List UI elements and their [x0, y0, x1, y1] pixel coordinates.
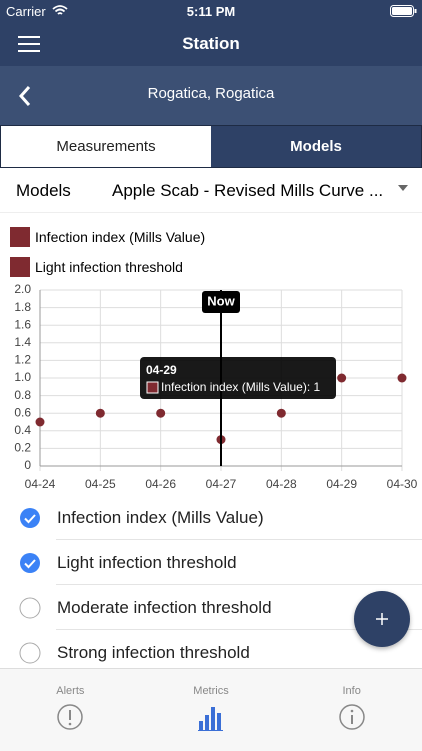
station-bar: Rogatica, Rogatica — [0, 66, 422, 125]
wifi-icon — [52, 5, 68, 15]
x-tick-label: 04-25 — [85, 477, 116, 491]
tooltip-title: 04-29 — [146, 363, 177, 377]
y-tick-label: 1.2 — [14, 353, 31, 367]
tab-label: Metrics — [193, 685, 229, 697]
now-badge — [202, 291, 240, 313]
nav-title: Station — [182, 34, 240, 53]
model-value: Apple Scab - Revised Mills Curve ... — [112, 181, 384, 200]
legend-item: Infection index (Mills Value) — [10, 222, 205, 252]
tab-icon — [338, 704, 365, 730]
checklist-label: Strong infection threshold — [57, 642, 250, 662]
tooltip-text: Infection index (Mills Value): 1 — [161, 380, 321, 394]
data-point — [337, 373, 347, 383]
time: 5:11 PM — [186, 4, 236, 19]
series-checklist: Infection index (Mills Value) Light infec… — [0, 495, 422, 675]
legend-swatch — [10, 257, 30, 277]
checkbox[interactable] — [19, 552, 41, 574]
checklist-label: Infection index (Mills Value) — [57, 507, 264, 527]
y-tick-label: 1.0 — [14, 370, 31, 384]
y-tick-label: 1.4 — [14, 335, 31, 349]
x-tick-label: 04-30 — [387, 477, 418, 491]
plus-icon — [376, 613, 388, 625]
checkbox[interactable] — [19, 642, 41, 664]
add-button[interactable] — [354, 591, 410, 647]
y-tick-label: 1.6 — [14, 317, 31, 331]
data-point — [35, 417, 45, 427]
checklist-row[interactable]: Infection index (Mills Value) — [0, 495, 422, 540]
x-tick-label: 04-24 — [25, 477, 56, 491]
x-tick-label: 04-28 — [266, 477, 297, 491]
data-point — [276, 408, 286, 418]
tab-label: Info — [342, 685, 361, 697]
y-tick-label: 0.8 — [14, 388, 31, 402]
checklist-row[interactable]: Light infection threshold — [0, 540, 422, 585]
y-tick-label: 0 — [24, 458, 31, 472]
x-tick-label: 04-26 — [145, 477, 176, 491]
checklist-label: Moderate infection threshold — [57, 597, 272, 617]
y-tick-label: 0.4 — [14, 423, 31, 437]
checkbox-fill — [20, 507, 40, 528]
legend: Infection index (Mills Value) Light infec… — [10, 222, 205, 282]
segmented-control: Measurements Models — [0, 125, 422, 168]
dropdown-arrow — [398, 185, 408, 191]
data-point — [95, 408, 105, 418]
tooltip-swatch — [146, 381, 159, 394]
tab-models[interactable]: Models — [211, 126, 421, 167]
checklist-row[interactable]: Moderate infection threshold — [0, 585, 422, 630]
legend-label: Infection index (Mills Value) — [35, 229, 206, 245]
tab-bar: Alerts Metrics Info — [0, 668, 422, 751]
model-selector[interactable]: Models Apple Scab - Revised Mills Curve … — [0, 168, 422, 213]
tab-item[interactable]: Info — [281, 669, 422, 751]
y-tick-label: 1.8 — [14, 300, 31, 314]
tooltip — [140, 357, 336, 399]
legend-swatch — [10, 227, 30, 247]
data-point — [397, 373, 407, 383]
back-button[interactable] — [18, 85, 32, 107]
y-tick-label: 0.2 — [14, 441, 31, 455]
data-point — [156, 408, 166, 418]
checkbox[interactable] — [19, 597, 41, 619]
checkmark — [24, 513, 36, 523]
checkbox-fill — [20, 552, 40, 573]
checklist-label: Light infection threshold — [57, 552, 237, 572]
model-label: Models — [16, 181, 71, 200]
station-name: Rogatica, Rogatica — [147, 85, 275, 102]
checkbox[interactable] — [19, 507, 41, 529]
status-bar: Carrier 5:11 PM — [0, 0, 422, 22]
legend-item: Light infection threshold — [10, 252, 205, 282]
battery-icon — [390, 5, 417, 17]
y-tick-label: 0.6 — [14, 405, 31, 419]
tab-label: Alerts — [56, 685, 85, 697]
nav-bar: Station — [0, 22, 422, 66]
tab-measurements[interactable]: Measurements — [1, 126, 211, 167]
carrier: Carrier — [6, 4, 46, 19]
chart: 0 0.2 0.4 0.6 0.8 1.0 1.2 1.4 1.6 1.8 2.0 04-24 04-2… — [14, 282, 418, 491]
checkbox-ring — [19, 642, 41, 663]
tab-item[interactable]: Metrics — [141, 669, 282, 751]
tab-icon — [198, 707, 223, 731]
tab-item[interactable]: Alerts — [0, 669, 141, 751]
checkmark — [24, 558, 36, 568]
x-tick-label: 04-27 — [206, 477, 237, 491]
tab-icon — [57, 704, 84, 730]
y-tick-label: 2.0 — [14, 282, 31, 296]
now-label: Now — [207, 293, 235, 308]
x-tick-label: 04-29 — [326, 477, 357, 491]
menu-button[interactable] — [18, 35, 40, 53]
checkbox-ring — [19, 597, 41, 618]
legend-label: Light infection threshold — [35, 259, 183, 275]
